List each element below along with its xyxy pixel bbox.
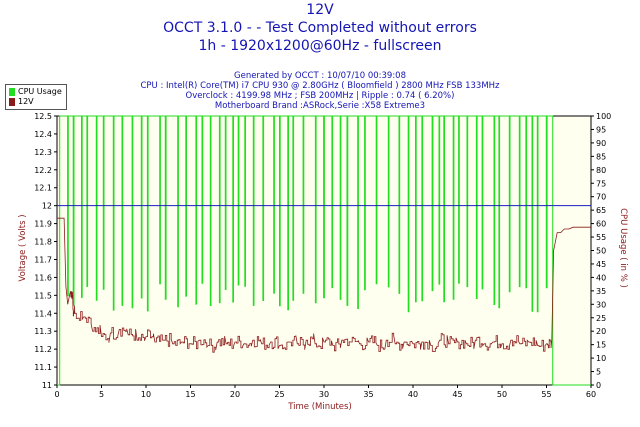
y-left-tick-label: 11.9 [34,220,52,229]
y-right-tick-label: 30 [596,300,606,309]
overclock-info: Overclock : 4199.98 MHz ; FSB 200MHz | R… [185,91,455,101]
y-right-tick-label: 90 [596,139,606,148]
y-left-tick-label: 12 [42,202,52,211]
legend-item-cpu-usage: CPU Usage [9,87,62,97]
y-left-tick-label: 11.6 [34,273,52,282]
y-left-tick-label: 11.7 [34,255,52,264]
chart-title: 12V [306,2,334,18]
x-axis-label: Time (Minutes) [288,402,352,412]
y-right-tick-label: 80 [596,166,606,175]
y-right-tick-label: 40 [596,273,606,282]
x-tick-label: 15 [185,390,195,399]
y-left-tick-label: 11.2 [34,345,52,354]
cpu-info: CPU : Intel(R) Core(TM) i7 CPU 930 @ 2.8… [140,81,500,91]
y-right-tick-label: 55 [596,233,606,242]
y-right-tick-label: 10 [596,354,606,363]
y-right-tick-label: 20 [596,327,606,336]
y-left-tick-label: 12.4 [34,130,52,139]
y-left-tick-label: 12.1 [34,184,52,193]
x-tick-label: 20 [230,390,240,399]
y-left-tick-label: 12.3 [34,148,52,157]
x-tick-label: 45 [452,390,462,399]
y-right-tick-label: 5 [596,368,601,377]
y-left-tick-label: 11.1 [34,363,52,372]
legend-swatch-cpu-usage [9,87,15,96]
y-right-tick-label: 65 [596,206,606,215]
y-right-tick-label: 25 [596,314,606,323]
y-right-tick-label: 45 [596,260,606,269]
y-left-tick-label: 11.4 [34,309,52,318]
y-right-tick-label: 50 [596,247,606,256]
series-line-12v [57,217,591,353]
legend-label-cpu-usage: CPU Usage [18,87,62,96]
y-right-tick-label: 70 [596,193,606,202]
y-left-tick-label: 12.5 [34,112,52,121]
x-tick-label: 30 [319,390,329,399]
y-right-tick-label: 75 [596,179,606,188]
series-line-cpu-usage [57,115,591,386]
chart-subtitle-test-status: OCCT 3.1.0 - - Test Completed without er… [163,20,477,36]
motherboard-info: Motherboard Brand :ASRock,Serie :X58 Ext… [214,101,426,111]
x-tick-label: 50 [497,390,507,399]
generated-info: Generated by OCCT : 10/07/10 00:39:08 [234,71,406,81]
y-right-tick-label: 35 [596,287,606,296]
y-left-tick-label: 11.5 [34,291,52,300]
x-tick-label: 10 [141,390,151,399]
y-right-tick-label: 95 [596,125,606,134]
x-tick-label: 40 [408,390,418,399]
legend-label-12v: 12V [18,97,34,106]
x-tick-label: 5 [99,390,104,399]
x-tick-label: 60 [586,390,596,399]
y-left-tick-label: 12.2 [34,166,52,175]
y-left-tick-label: 11 [42,381,52,390]
chart-subtitle-resolution: 1h - 1920x1200@60Hz - fullscreen [198,38,442,54]
y-left-tick-label: 11.3 [34,327,52,336]
y-left-tick-label: 11.8 [34,238,52,247]
y-right-tick-label: 15 [596,341,606,350]
x-tick-label: 0 [54,390,59,399]
x-tick-label: 35 [363,390,373,399]
x-tick-label: 55 [541,390,551,399]
x-tick-label: 25 [274,390,284,399]
legend-item-12v: 12V [9,97,34,107]
legend-swatch-12v [9,97,15,106]
y-right-tick-label: 0 [596,381,601,390]
y-right-tick-label: 85 [596,152,606,161]
y-right-tick-label: 60 [596,220,606,229]
chart-legend: CPU Usage 12V [5,84,67,110]
y-right-tick-label: 100 [596,112,611,121]
